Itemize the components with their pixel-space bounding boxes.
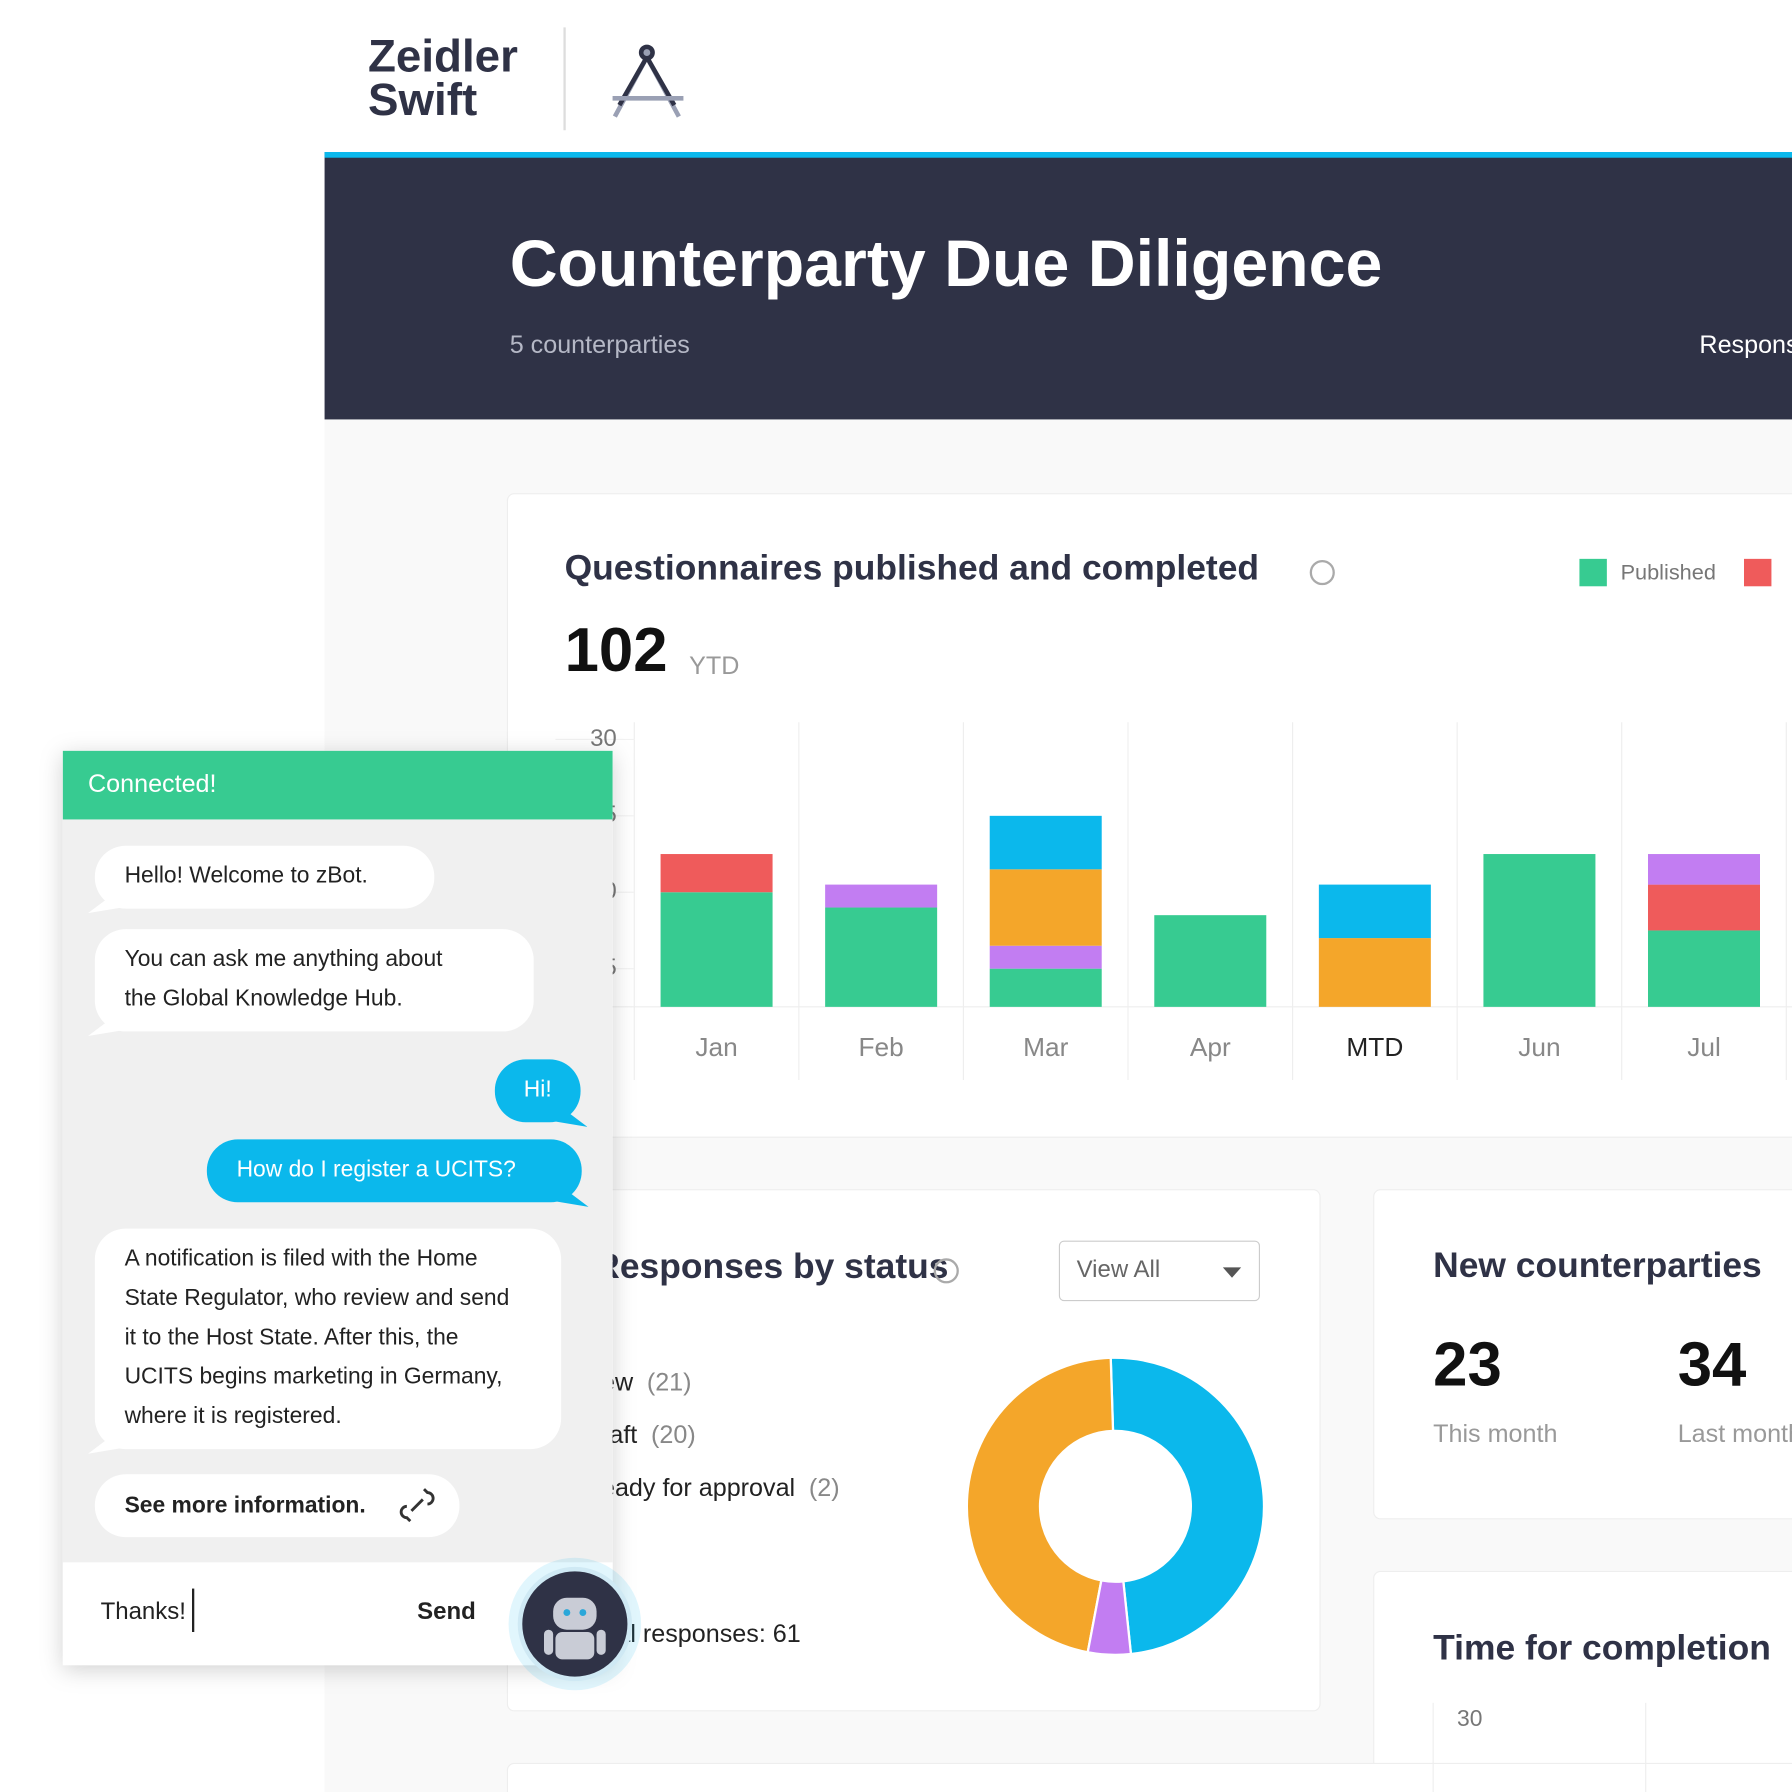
message-bubble	[206, 1139, 582, 1203]
card	[1373, 1189, 1792, 1520]
x-tick-label: MTD	[1346, 1032, 1403, 1062]
message-text: the Global Knowledge Hub.	[125, 984, 403, 1010]
x-tick-label: Jun	[1518, 1032, 1560, 1062]
chat-widget: Connected! Hello! Welcome to zBot. You ca…	[62, 750, 642, 1691]
donut-segment	[1086, 1579, 1133, 1656]
message-text: UCITS begins marketing in Germany,	[125, 1363, 503, 1389]
x-tick-label: Jan	[695, 1032, 737, 1062]
card-title: New counterparties	[1433, 1245, 1762, 1285]
bar-chart: 15202530JanFebMarAprMTDJunJulPublished	[555, 558, 1792, 1080]
bubble-tail	[547, 1186, 589, 1207]
info-icon[interactable]	[933, 1258, 959, 1284]
x-tick-label: Apr	[1190, 1032, 1231, 1062]
send-button[interactable]: Send	[417, 1598, 476, 1625]
bar-segment	[989, 968, 1102, 1007]
chat-header	[62, 750, 613, 820]
donut-segment	[965, 1356, 1115, 1654]
link[interactable]: See more information.	[125, 1491, 366, 1517]
message-text: it to the Host State. After this, the	[125, 1323, 459, 1349]
card	[1373, 1570, 1792, 1792]
bar-segment	[989, 945, 1102, 969]
bar-segment	[1648, 930, 1760, 1007]
donut-segment	[1109, 1356, 1266, 1656]
y-tick-label: 30	[1457, 1705, 1482, 1731]
message-text: How do I register a UCITS?	[237, 1155, 516, 1181]
message-text: A notification is filed with the Home	[125, 1244, 478, 1270]
bar-segment	[989, 869, 1102, 946]
stat-label: This month	[1433, 1420, 1557, 1448]
bar-segment	[660, 892, 773, 1007]
bar-segment	[1483, 854, 1596, 1007]
stat-value: 23	[1433, 1330, 1502, 1399]
dropdown[interactable]	[1058, 1240, 1260, 1302]
legend-count: (20)	[651, 1421, 696, 1449]
card-title: Time for completion	[1433, 1628, 1771, 1668]
total-label: YTD	[689, 652, 739, 680]
card-title: Responses by status	[594, 1246, 948, 1286]
message-text: State Regulator, who review and send	[125, 1284, 510, 1310]
stat-label: Last month	[1678, 1420, 1792, 1448]
legend-count: (21)	[647, 1369, 692, 1397]
bar-segment	[1154, 915, 1267, 1007]
chat-status: Connected!	[88, 770, 217, 798]
dropdown-label[interactable]: View All	[1077, 1256, 1161, 1283]
logo	[612, 44, 684, 118]
dropdown-arrow	[1222, 1267, 1242, 1278]
bubble-tail	[88, 1433, 130, 1454]
stat-value: 34	[1678, 1330, 1747, 1399]
x-tick-label: Jul	[1687, 1032, 1721, 1062]
chat-input[interactable]: Thanks!	[101, 1598, 186, 1625]
bar-segment	[825, 884, 938, 908]
legend-swatch	[1744, 558, 1772, 587]
bar-segment	[660, 854, 773, 893]
legend-label: Published	[1621, 559, 1716, 584]
x-tick-label: Feb	[859, 1032, 904, 1062]
card-title: Questionnaires published and completed	[565, 548, 1259, 588]
message-text: You can ask me anything about	[125, 945, 444, 971]
info-icon[interactable]	[1309, 560, 1335, 586]
messages: Hello! Welcome to zBot. You can ask me an…	[88, 845, 589, 1454]
total: 102	[565, 616, 668, 685]
message-text: Hello! Welcome to zBot.	[125, 862, 368, 888]
y-tick-label: 30	[590, 725, 617, 752]
card	[506, 1762, 1792, 1792]
message-bubble	[494, 1059, 581, 1123]
bar-segment	[825, 907, 938, 1007]
bubble-tail	[88, 1015, 130, 1036]
brand: Zeidler	[368, 31, 518, 82]
bar-segment	[1648, 884, 1760, 931]
message-text: where it is registered.	[124, 1402, 342, 1428]
link-bubble[interactable]	[94, 1474, 460, 1538]
link-icon	[399, 1488, 435, 1523]
message-bubble	[94, 1228, 562, 1450]
bar-segment	[989, 815, 1102, 870]
legend-count: (2)	[809, 1474, 840, 1502]
page-title: Counterparty Due Diligence	[510, 227, 1383, 301]
legend-label: Ready for approval	[583, 1474, 795, 1502]
x-tick-label: Mar	[1023, 1032, 1068, 1062]
bar-segment	[1318, 938, 1431, 1007]
header-bar	[324, 152, 1792, 420]
robot-icon	[544, 1597, 606, 1660]
message-bubble	[94, 929, 534, 1032]
subtitle: 5 counterparties	[510, 331, 690, 359]
bar-segment	[1318, 884, 1431, 939]
message-bubble	[94, 845, 435, 909]
message-text: Hi!	[524, 1075, 552, 1101]
brand: Swift	[368, 74, 477, 125]
bubble-tail	[88, 892, 130, 914]
bar-segment	[1648, 854, 1760, 885]
tab[interactable]: Responses	[1699, 331, 1792, 359]
stats: 23 This month 34 Last month	[1433, 1330, 1792, 1448]
header-accent	[324, 152, 1792, 158]
legend-swatch	[1579, 558, 1607, 587]
bubble-tail	[546, 1106, 588, 1127]
